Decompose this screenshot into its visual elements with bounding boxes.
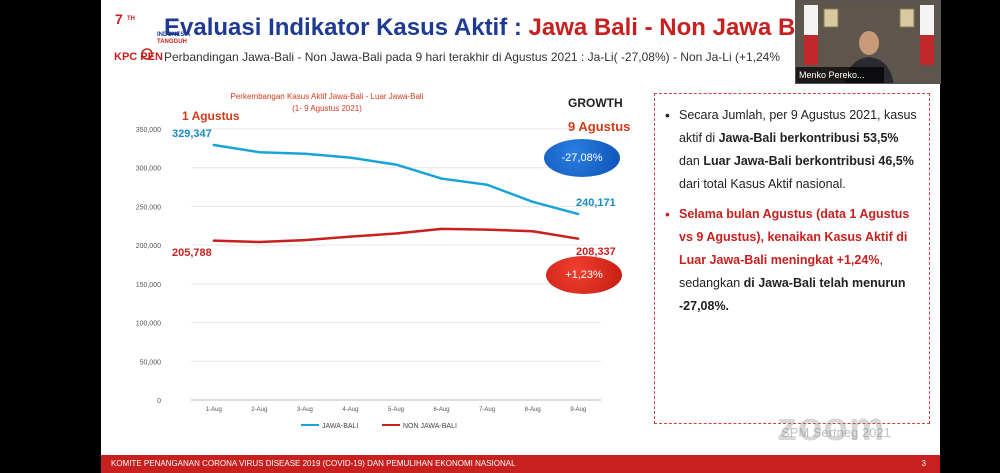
series-line-jawa-bali bbox=[213, 143, 579, 216]
y-tick-label: 300,000 bbox=[136, 166, 161, 173]
growth-bubble-non-jawa-bali: +1,23% bbox=[546, 256, 622, 294]
chart-gridlines bbox=[191, 128, 601, 362]
data-point bbox=[258, 240, 261, 244]
x-tick-label: 4-Aug bbox=[342, 407, 358, 413]
growth-bubble-jawa-bali: -27,08% bbox=[544, 139, 620, 177]
start-label-non-jawa-bali: 205,788 bbox=[172, 247, 212, 259]
start-label-jawa-bali: 329,347 bbox=[172, 128, 212, 140]
note-1-part-a: Secara Jumlah, per 9 Agustus 2021, kasus… bbox=[679, 108, 917, 145]
note-2-part-b: , sedangkan bbox=[679, 253, 883, 290]
y-tick-label: 150,000 bbox=[136, 282, 161, 289]
legend-label: JAWA-BALI bbox=[322, 423, 358, 430]
note-1-part-b: Jawa-Bali berkontribusi 53,5% bbox=[718, 131, 899, 145]
data-point bbox=[349, 156, 352, 159]
slide-subtitle: Perbandingan Jawa-Bali - Non Jawa-Bali p… bbox=[164, 50, 780, 64]
bullet-icon: • bbox=[665, 107, 670, 123]
logo-abbrev: KPC PEN bbox=[114, 51, 163, 63]
data-point bbox=[577, 237, 580, 240]
chart-title: Perkembangan Kasus Aktif Jawa-Bali - Lua… bbox=[231, 92, 424, 101]
logo-text-1: INDONESIA bbox=[157, 32, 191, 38]
data-point bbox=[531, 230, 534, 233]
note-2-part-a: Selama bulan Agustus (data 1 Agustus vs … bbox=[679, 207, 910, 267]
y-tick-label: 0 bbox=[157, 398, 161, 405]
x-tick-label: 6-Aug bbox=[434, 407, 450, 413]
data-point bbox=[303, 152, 307, 155]
note-2: • Selama bulan Agustus (data 1 Agustus v… bbox=[665, 203, 921, 318]
data-point bbox=[258, 151, 261, 154]
chart-y-axis: 0 50,000 100,000 150,000 200,000 250,000 300,0… bbox=[136, 127, 161, 405]
zoom-watermark: zoom bbox=[777, 405, 886, 449]
data-point bbox=[485, 183, 489, 186]
page-number: 3 bbox=[921, 459, 926, 468]
data-point bbox=[440, 227, 443, 231]
data-point bbox=[212, 239, 215, 242]
x-tick-label: 9-Aug bbox=[570, 407, 586, 413]
x-tick-label: 7-Aug bbox=[479, 407, 495, 413]
y-tick-label: 350,000 bbox=[136, 127, 161, 134]
y-tick-label: 50,000 bbox=[140, 359, 162, 366]
data-point bbox=[577, 212, 580, 216]
data-point bbox=[349, 235, 352, 238]
series-line-non-jawa-bali bbox=[213, 227, 579, 244]
footer-text: KOMITE PENANGANAN CORONA VIRUS DISEASE 2… bbox=[111, 459, 516, 468]
x-tick-label: 5-Aug bbox=[388, 407, 404, 413]
svg-text:7: 7 bbox=[115, 11, 123, 27]
slide-title: Evaluasi Indikator Kasus Aktif : Jawa Ba… bbox=[164, 14, 822, 42]
chart-legend: JAWA-BALI NON JAWA-BALI bbox=[301, 423, 457, 430]
note-2-part-c: di Jawa-Bali telah menurun -27,08%. bbox=[679, 276, 906, 313]
slide-footer: KOMITE PENANGANAN CORONA VIRUS DISEASE 2… bbox=[101, 455, 940, 473]
data-point bbox=[440, 177, 443, 180]
bullet-icon: • bbox=[665, 206, 670, 222]
x-tick-label: 2-Aug bbox=[251, 407, 267, 413]
note-1-part-d: Luar Jawa-Bali berkontribusi 46,5% bbox=[703, 154, 914, 168]
growth-title: GROWTH bbox=[568, 96, 623, 110]
data-point bbox=[303, 238, 307, 242]
kpc-pen-logo: 7 TH INDONESIA TANGGUH KPC PEN bbox=[114, 11, 191, 63]
note-1-part-e: dari total Kasus Aktif nasional. bbox=[679, 177, 846, 191]
title-prefix: Evaluasi Indikator Kasus Aktif : bbox=[164, 14, 529, 41]
data-point bbox=[212, 143, 215, 147]
data-point bbox=[394, 163, 398, 166]
active-cases-line-chart: 0 50,000 100,000 150,000 200,000 250,000 300,0… bbox=[136, 92, 616, 430]
end-label-jawa-bali: 240,171 bbox=[576, 197, 616, 209]
y-tick-label: 250,000 bbox=[136, 204, 161, 211]
end-label-non-jawa-bali: 208,337 bbox=[576, 246, 616, 258]
logo-text-2: TANGGUH bbox=[157, 39, 187, 45]
note-2-text: Selama bulan Agustus (data 1 Agustus vs … bbox=[679, 203, 921, 318]
growth-date: 9 Agustus bbox=[568, 119, 631, 134]
start-annotation: 1 Agustus bbox=[182, 109, 240, 123]
svg-text:TH: TH bbox=[127, 16, 135, 22]
note-1-text: Secara Jumlah, per 9 Agustus 2021, kasus… bbox=[679, 104, 921, 196]
note-1-part-c: dan bbox=[679, 154, 704, 168]
title-highlight: Jawa Bali - Non Jawa Bali bbox=[528, 14, 822, 41]
x-tick-label: 3-Aug bbox=[297, 407, 313, 413]
y-tick-label: 200,000 bbox=[136, 243, 161, 250]
participant-video-thumbnail[interactable]: Menko Pereko... bbox=[795, 0, 941, 84]
participant-name: Menko Pereko... bbox=[796, 67, 884, 83]
data-point bbox=[531, 200, 534, 203]
note-1: • Secara Jumlah, per 9 Agustus 2021, kas… bbox=[665, 104, 921, 196]
event-watermark: SPM Sertneg 2021 bbox=[781, 425, 891, 440]
x-tick-label: 1-Aug bbox=[206, 407, 222, 413]
x-tick-label: 8-Aug bbox=[525, 407, 541, 413]
chart-x-axis: 1-Aug 2-Aug 3-Aug 4-Aug 5-Aug 6-Aug 7-Aug 8-Aug… bbox=[191, 399, 601, 413]
chart-series bbox=[212, 143, 580, 244]
y-tick-label: 100,000 bbox=[136, 321, 161, 328]
data-point bbox=[394, 232, 398, 235]
chart-subtitle: (1- 9 Agustus 2021) bbox=[292, 104, 362, 113]
notes-box: • Secara Jumlah, per 9 Agustus 2021, kas… bbox=[654, 93, 930, 424]
data-point bbox=[485, 228, 489, 231]
legend-label: NON JAWA-BALI bbox=[403, 423, 457, 430]
